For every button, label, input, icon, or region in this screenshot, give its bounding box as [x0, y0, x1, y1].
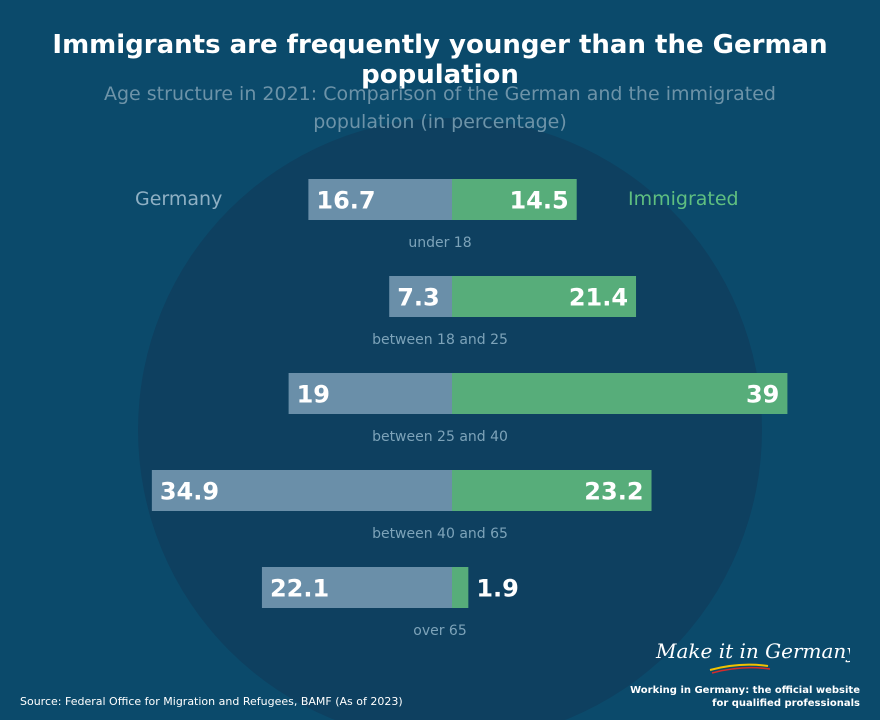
logo-swoosh-red	[711, 666, 771, 674]
bar-germany-1	[389, 276, 452, 317]
value-label-germany-3: 34.9	[160, 478, 219, 506]
bar-immigrated-0	[452, 179, 577, 220]
value-label-immigrated-2: 39	[746, 381, 779, 409]
source-note: Source: Federal Office for Migration and…	[20, 695, 403, 708]
value-label-germany-4: 22.1	[270, 575, 329, 603]
value-label-immigrated-1: 21.4	[569, 284, 628, 312]
make-it-in-germany-logo: Make it in Germany	[655, 639, 850, 674]
category-label-2: between 25 and 40	[372, 429, 508, 445]
category-label-4: over 65	[413, 623, 466, 639]
bar-germany-4	[261, 567, 452, 608]
bar-immigrated-4	[452, 567, 469, 608]
bar-germany-0	[308, 179, 452, 220]
bar-germany-2	[288, 373, 452, 414]
value-label-germany-2: 19	[297, 381, 330, 409]
logo-swoosh	[709, 663, 769, 671]
value-label-immigrated-0: 14.5	[509, 187, 568, 215]
value-label-immigrated-4: 1.9	[476, 575, 519, 603]
page-title: Immigrants are frequently younger than t…	[52, 30, 828, 90]
tagline-line-2: for qualified professionals	[712, 698, 860, 709]
bar-germany-3	[151, 470, 453, 511]
bar-immigrated-1	[452, 276, 637, 317]
page-subtitle: Age structure in 2021: Comparison of the…	[104, 83, 776, 133]
category-label-0: under 18	[408, 235, 471, 251]
tagline: Working in Germany: the official website…	[600, 684, 860, 710]
category-label-1: between 18 and 25	[372, 332, 508, 348]
category-label-3: between 40 and 65	[372, 526, 508, 542]
logo-text: Make it in Germany	[655, 639, 850, 663]
legend-germany: Germany	[135, 188, 223, 210]
tagline-line-1: Working in Germany: the official website	[630, 685, 860, 696]
value-label-germany-1: 7.3	[397, 284, 440, 312]
bar-immigrated-3	[452, 470, 652, 511]
legend-immigrated: Immigrated	[628, 188, 739, 210]
bar-immigrated-2	[452, 373, 788, 414]
value-label-germany-0: 16.7	[316, 187, 375, 215]
value-label-immigrated-3: 23.2	[584, 478, 643, 506]
